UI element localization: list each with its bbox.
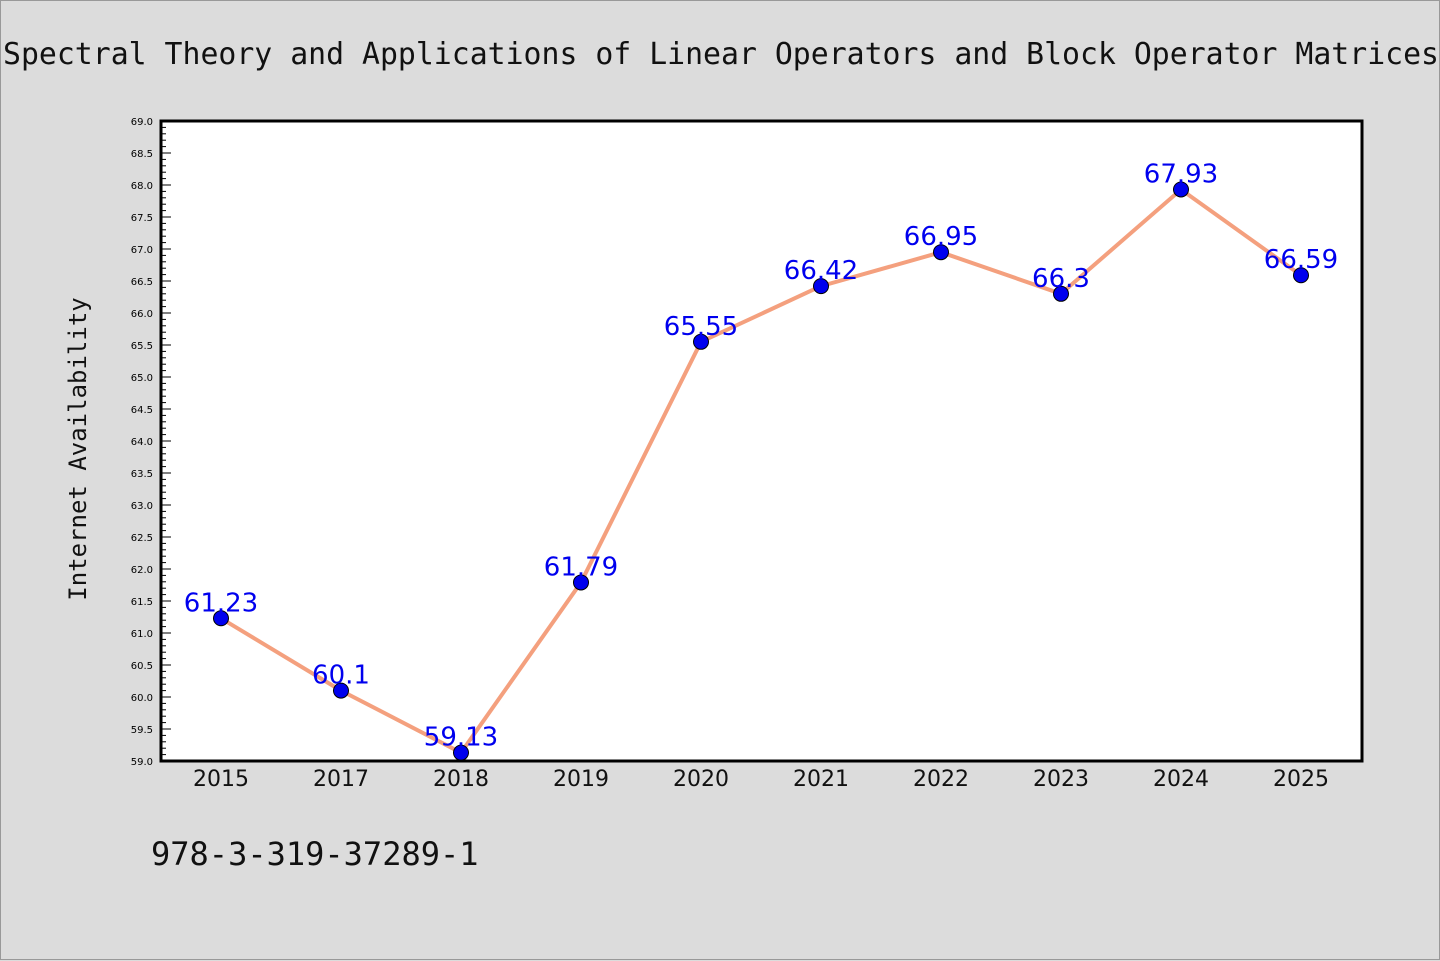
y-tick-label: 65.0 (131, 373, 153, 384)
y-tick-label: 63.0 (131, 501, 153, 512)
y-tick-label: 67.5 (131, 213, 153, 224)
x-tick-label: 2015 (193, 767, 249, 792)
series-line (219, 187, 1303, 755)
y-tick-label: 62.5 (131, 533, 153, 544)
y-tick-label: 67.0 (131, 245, 153, 256)
y-tick-label: 61.0 (131, 629, 153, 640)
data-label: 66.95 (904, 222, 978, 252)
data-label: 66.3 (1032, 264, 1090, 294)
x-tick-label: 2020 (673, 767, 729, 792)
data-point (693, 333, 709, 350)
y-tick-label: 61.5 (131, 597, 153, 608)
y-tick-label: 68.0 (131, 181, 153, 192)
data-label: 65.55 (664, 312, 738, 342)
data-label: 59.13 (424, 723, 498, 753)
y-tick-label: 66.0 (131, 309, 153, 320)
data-point (573, 574, 589, 591)
y-tick-label: 62.0 (131, 565, 153, 576)
data-point (933, 244, 949, 261)
x-tick-label: 2017 (313, 767, 369, 792)
y-tick-label: 60.0 (131, 693, 153, 704)
y-tick-label: 60.5 (131, 661, 153, 672)
y-axis-label: Internet Availability (64, 297, 92, 600)
chart-title: Spectral Theory and Applications of Line… (3, 37, 1439, 72)
y-axis: 59.0 59.5 60.0 60.5 61.0 61.5 62.0 62.5 63.0 63.5… (131, 117, 171, 768)
y-tick-label: 69.0 (131, 117, 153, 128)
data-point (1173, 181, 1189, 198)
x-tick-label: 2023 (1033, 767, 1089, 792)
data-label: 61.79 (544, 552, 618, 582)
y-tick-label: 65.5 (131, 341, 153, 352)
x-tick-label: 2025 (1273, 767, 1329, 792)
x-axis: 2015 2017 2018 2019 2020 2021 2022 2023 2024 2025 (193, 767, 1329, 792)
y-tick-label: 66.5 (131, 277, 153, 288)
x-tick-label: 2021 (793, 767, 849, 792)
x-tick-label: 2022 (913, 767, 969, 792)
x-tick-label: 2018 (433, 767, 489, 792)
data-markers (213, 181, 1309, 761)
data-label: 67.93 (1144, 159, 1218, 189)
data-point (813, 278, 829, 295)
x-tick-label: 2019 (553, 767, 609, 792)
plot-area (159, 119, 1364, 763)
y-tick-label: 64.0 (131, 437, 153, 448)
data-point (213, 610, 229, 627)
data-point (1293, 267, 1309, 284)
y-tick-label: 64.5 (131, 405, 153, 416)
data-point (333, 682, 349, 699)
y-tick-label: 68.5 (131, 149, 153, 160)
data-label: 66.42 (784, 256, 858, 286)
data-label: 66.59 (1264, 245, 1338, 275)
y-tick-label: 59.5 (131, 725, 153, 736)
data-label: 61.23 (184, 588, 258, 618)
y-tick-label: 63.5 (131, 469, 153, 480)
y-tick-label: 59.0 (131, 757, 153, 768)
x-tick-label: 2024 (1153, 767, 1209, 792)
footer-isbn: 978-3-319-37289-1 (151, 835, 479, 873)
data-point (1053, 285, 1069, 302)
data-point (453, 744, 469, 761)
data-labels: 61.23 60.1 59.13 61.79 65.55 66.42 66.95 66.3 67… (184, 159, 1338, 752)
data-label: 60.1 (312, 661, 370, 691)
